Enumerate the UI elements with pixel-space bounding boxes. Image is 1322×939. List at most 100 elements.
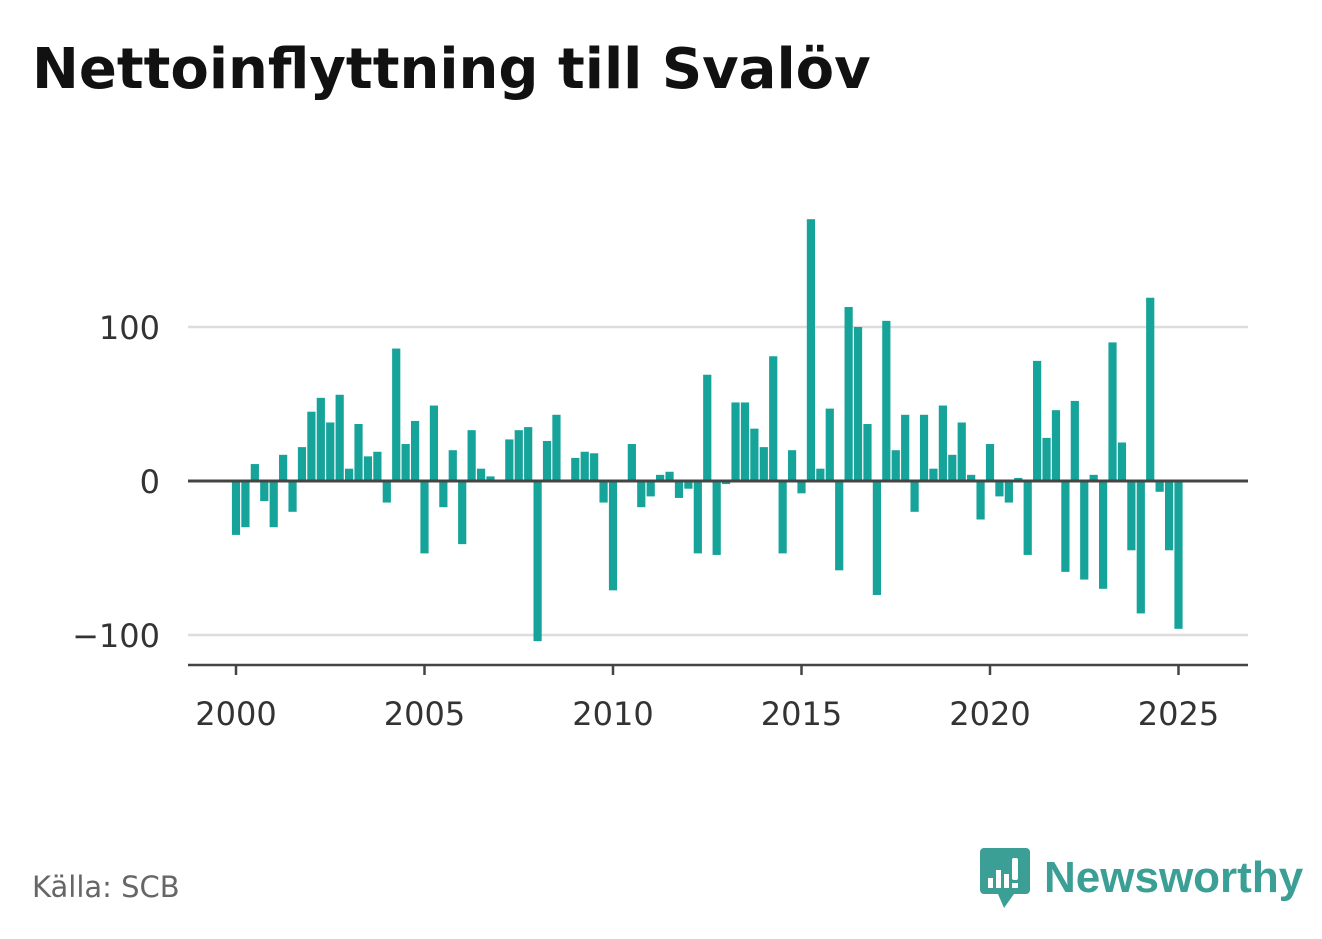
chart-title: Nettoinflyttning till Svalöv xyxy=(32,37,871,102)
bar xyxy=(938,405,947,481)
bar xyxy=(467,430,476,481)
bar xyxy=(420,481,429,554)
bar xyxy=(392,348,401,481)
bar xyxy=(542,440,552,481)
bar xyxy=(514,430,523,481)
bar xyxy=(297,447,307,481)
bar xyxy=(656,474,665,481)
bar xyxy=(307,411,316,481)
bar xyxy=(335,394,344,481)
bar xyxy=(778,481,787,554)
bar xyxy=(326,422,335,481)
bar xyxy=(1127,481,1136,551)
bar xyxy=(533,481,542,642)
bar xyxy=(1164,481,1174,551)
bar xyxy=(1146,297,1155,481)
bar xyxy=(486,476,495,481)
bar xyxy=(806,219,816,481)
x-tick-label: 2005 xyxy=(384,695,465,733)
x-tick-label: 2010 xyxy=(572,695,653,733)
bar xyxy=(1033,360,1042,481)
bars xyxy=(231,219,1183,642)
bar xyxy=(354,424,363,481)
bar xyxy=(231,481,241,535)
bar xyxy=(401,444,410,481)
bar xyxy=(288,481,297,512)
bar xyxy=(241,481,250,528)
bar xyxy=(1174,481,1183,629)
bar xyxy=(608,481,618,591)
bar xyxy=(316,397,325,481)
bar xyxy=(1004,481,1013,503)
bar xyxy=(684,481,693,489)
bar xyxy=(1089,474,1098,481)
bar xyxy=(863,424,872,481)
bar xyxy=(825,408,834,481)
bar xyxy=(759,447,768,481)
bar xyxy=(674,481,684,498)
bar xyxy=(882,320,891,481)
bar xyxy=(382,481,391,503)
bar xyxy=(967,474,976,481)
bar xyxy=(599,481,608,503)
bar xyxy=(1080,481,1089,580)
x-tick-label: 2025 xyxy=(1138,695,1219,733)
bar xyxy=(731,402,740,481)
y-tick-label: −100 xyxy=(72,617,160,655)
bar xyxy=(693,481,702,554)
bar xyxy=(929,468,938,481)
bar xyxy=(1042,437,1051,481)
gridlines xyxy=(188,325,1248,637)
bar xyxy=(1051,410,1061,481)
x-tick-label: 2020 xyxy=(949,695,1030,733)
bar xyxy=(590,453,599,481)
bar xyxy=(703,374,712,481)
bar xyxy=(816,468,825,481)
bar xyxy=(410,420,420,481)
bar xyxy=(1117,442,1127,481)
bar xyxy=(1136,481,1145,614)
bar xyxy=(1155,481,1164,492)
bar xyxy=(787,450,797,481)
bar xyxy=(1061,481,1070,572)
x-tick-labels: 2000 2005 2010 2015 2020 2025 xyxy=(195,695,1219,733)
y-tick-label: 100 xyxy=(99,309,160,347)
bar xyxy=(1023,481,1032,555)
bar xyxy=(835,481,844,571)
bar xyxy=(448,450,457,481)
bar xyxy=(627,444,636,481)
bar xyxy=(458,481,467,545)
x-axis xyxy=(188,663,1248,675)
bar xyxy=(476,468,486,481)
bar xyxy=(948,454,957,481)
bar xyxy=(797,481,806,494)
bar xyxy=(439,481,448,508)
bar xyxy=(853,327,863,481)
bar xyxy=(580,451,589,481)
bar xyxy=(279,454,288,481)
brand-name: Newsworthy xyxy=(1044,853,1304,902)
brand-logo: Newsworthy xyxy=(980,846,1303,910)
bar xyxy=(901,414,910,481)
bar xyxy=(872,481,881,595)
bar xyxy=(891,450,900,481)
bar xyxy=(429,405,439,481)
bar xyxy=(1108,342,1117,481)
bar xyxy=(985,444,995,481)
bar xyxy=(722,481,731,485)
bar xyxy=(665,471,674,481)
bar xyxy=(250,464,259,481)
source-note: Källa: SCB xyxy=(32,870,180,904)
bar xyxy=(919,414,929,481)
x-tick-label: 2015 xyxy=(761,695,842,733)
bar xyxy=(976,481,985,520)
bar xyxy=(995,481,1004,497)
bar xyxy=(524,427,533,481)
bar xyxy=(957,422,966,481)
bar xyxy=(750,428,759,481)
bar xyxy=(1099,481,1108,589)
bar xyxy=(363,456,373,481)
bar xyxy=(1014,477,1023,481)
y-tick-label: 0 xyxy=(140,463,160,501)
